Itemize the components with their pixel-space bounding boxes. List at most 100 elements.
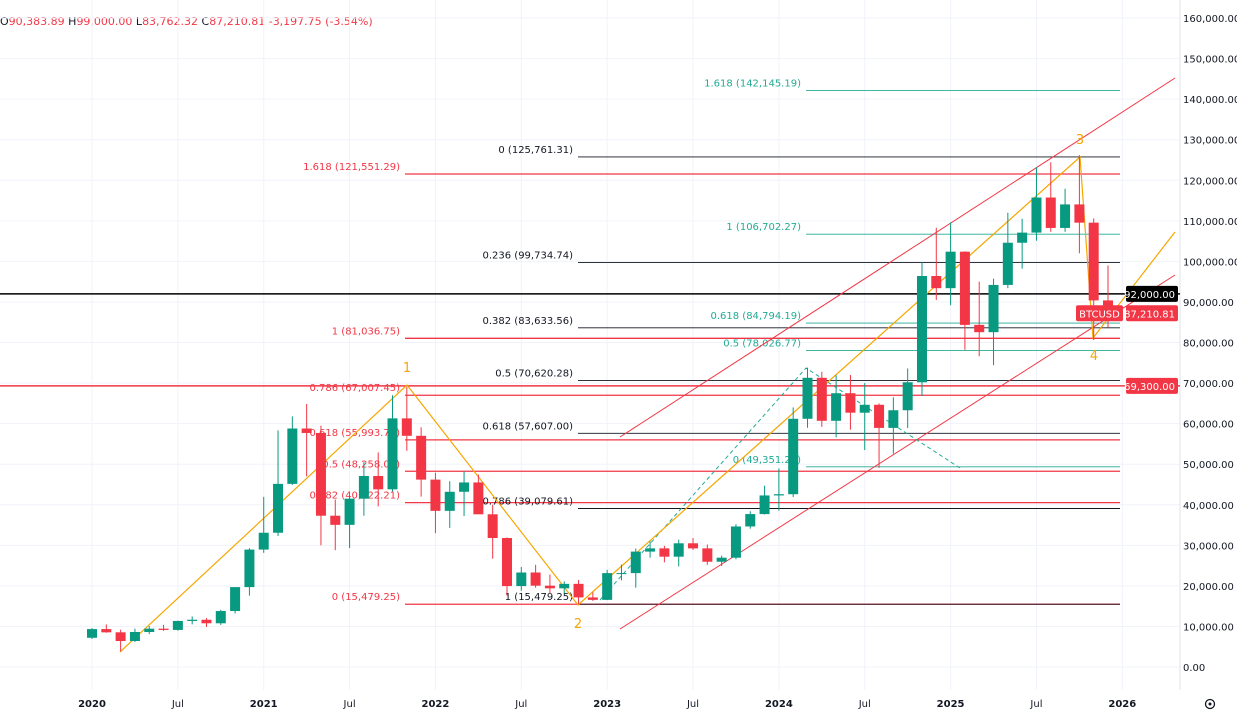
candle-body — [1017, 232, 1028, 243]
fib-label: 1 (106,702.27) — [726, 222, 801, 233]
candle-body — [831, 393, 842, 421]
candle-body — [645, 548, 656, 552]
candle-body — [716, 557, 727, 562]
wave-label: 4 — [1090, 349, 1098, 364]
elliott-wave-line — [119, 155, 1176, 653]
fib-label: 0.382 (83,633.56) — [482, 316, 573, 327]
fib-label: 1 (15,479.25) — [505, 592, 573, 603]
candle-body — [158, 628, 169, 630]
candle-body — [888, 410, 899, 428]
symbol-tag: BTCUSD — [1079, 309, 1120, 320]
fib-label: 0.236 (99,734.74) — [482, 250, 573, 261]
fib-label: 0.618 (84,794.19) — [710, 311, 801, 322]
channel-lower-line — [619, 274, 1176, 630]
price-tick: 60,000.00 — [1183, 420, 1234, 431]
fib-label: 1.618 (121,551.29) — [303, 162, 400, 173]
wave-trend-line — [577, 156, 1081, 606]
candle-body — [115, 632, 126, 642]
candle-body — [602, 573, 613, 600]
fib-label: 0 (125,761.31) — [498, 145, 573, 156]
time-tick: Jul — [514, 699, 527, 710]
price-tick: 80,000.00 — [1183, 339, 1234, 350]
low-key: L — [135, 15, 143, 28]
channel-upper-line — [619, 77, 1176, 438]
time-tick: Jul — [858, 699, 871, 710]
candle-body — [258, 532, 269, 550]
time-tick: Jul — [343, 699, 356, 710]
candle-body — [945, 251, 956, 289]
symbol-tag-bg — [1076, 305, 1123, 322]
price-tick: 10,000.00 — [1183, 622, 1234, 633]
candle-body — [902, 382, 913, 411]
candle-body — [745, 514, 756, 527]
price-tick: 40,000.00 — [1183, 501, 1234, 512]
candle-body — [931, 276, 942, 289]
candle-body — [273, 483, 284, 533]
candle-body — [444, 491, 455, 511]
candle-body — [587, 597, 598, 600]
price-line-tag: 69,300.00 — [1124, 382, 1175, 393]
price-tick: 120,000.00 — [1183, 176, 1237, 187]
candle-body — [616, 573, 627, 575]
fib-label: 1.618 (142,145.19) — [704, 78, 801, 89]
candle-body — [201, 619, 212, 624]
price-tick: 160,000.00 — [1183, 14, 1237, 25]
fib-label: 0 (49,351.27) — [733, 455, 801, 466]
fib-label: 0.5 (78,026.77) — [723, 339, 801, 350]
fib-trend-dashed-line — [599, 367, 961, 601]
candle-body — [845, 393, 856, 413]
candle-body — [358, 475, 369, 499]
fib-label: 0.618 (57,607.00) — [482, 421, 573, 432]
candle-body — [573, 583, 584, 598]
candle-body — [330, 515, 341, 525]
candle-body — [129, 631, 140, 642]
candle-body — [530, 572, 541, 586]
price-tick: 150,000.00 — [1183, 55, 1237, 66]
candle-body — [816, 377, 827, 421]
candle-body — [1060, 204, 1071, 228]
wave-label: 3 — [1076, 133, 1084, 148]
price-tick: 90,000.00 — [1183, 298, 1234, 309]
candle-body — [1088, 222, 1099, 301]
candle-body — [101, 629, 112, 633]
candle-body — [230, 587, 241, 612]
price-tick: 30,000.00 — [1183, 541, 1234, 552]
price-tick: 140,000.00 — [1183, 95, 1237, 106]
fib-label: 0 (15,479.25) — [332, 592, 400, 603]
price-line-tag-bg — [1126, 377, 1178, 394]
price-tick: 0.00 — [1183, 663, 1205, 674]
time-tick: 2021 — [250, 699, 278, 710]
open-key: O — [0, 15, 9, 28]
fib-label: 0.5 (48,258.00) — [322, 459, 400, 470]
close-key: C — [201, 15, 210, 28]
candle-body — [215, 611, 226, 624]
candle-body — [144, 628, 155, 632]
candle-body — [673, 543, 684, 557]
fib-label: 0.382 (40,522.21) — [309, 491, 400, 502]
time-tick: 2025 — [937, 699, 965, 710]
time-tick: 2024 — [765, 699, 793, 710]
candle-body — [244, 549, 255, 588]
candle-body — [1074, 204, 1085, 223]
price-tick: 50,000.00 — [1183, 460, 1234, 471]
candle-body — [416, 435, 427, 480]
candle-body — [759, 495, 770, 515]
gear-icon[interactable] — [1204, 698, 1216, 710]
price-tick: 100,000.00 — [1183, 257, 1237, 268]
candle-body — [959, 251, 970, 325]
high-key: H — [68, 15, 77, 28]
price-tick: 70,000.00 — [1183, 379, 1234, 390]
candle-body — [172, 620, 183, 630]
candle-body — [187, 619, 198, 621]
wave-label: 1 — [403, 361, 411, 376]
candle-body — [630, 551, 641, 574]
candle-body — [859, 404, 870, 413]
candle-body — [1002, 242, 1013, 285]
candle-body — [387, 418, 398, 490]
candle-body — [473, 482, 484, 515]
candle-body — [916, 276, 927, 383]
candle-body — [1031, 197, 1042, 233]
candle-body — [730, 526, 741, 558]
